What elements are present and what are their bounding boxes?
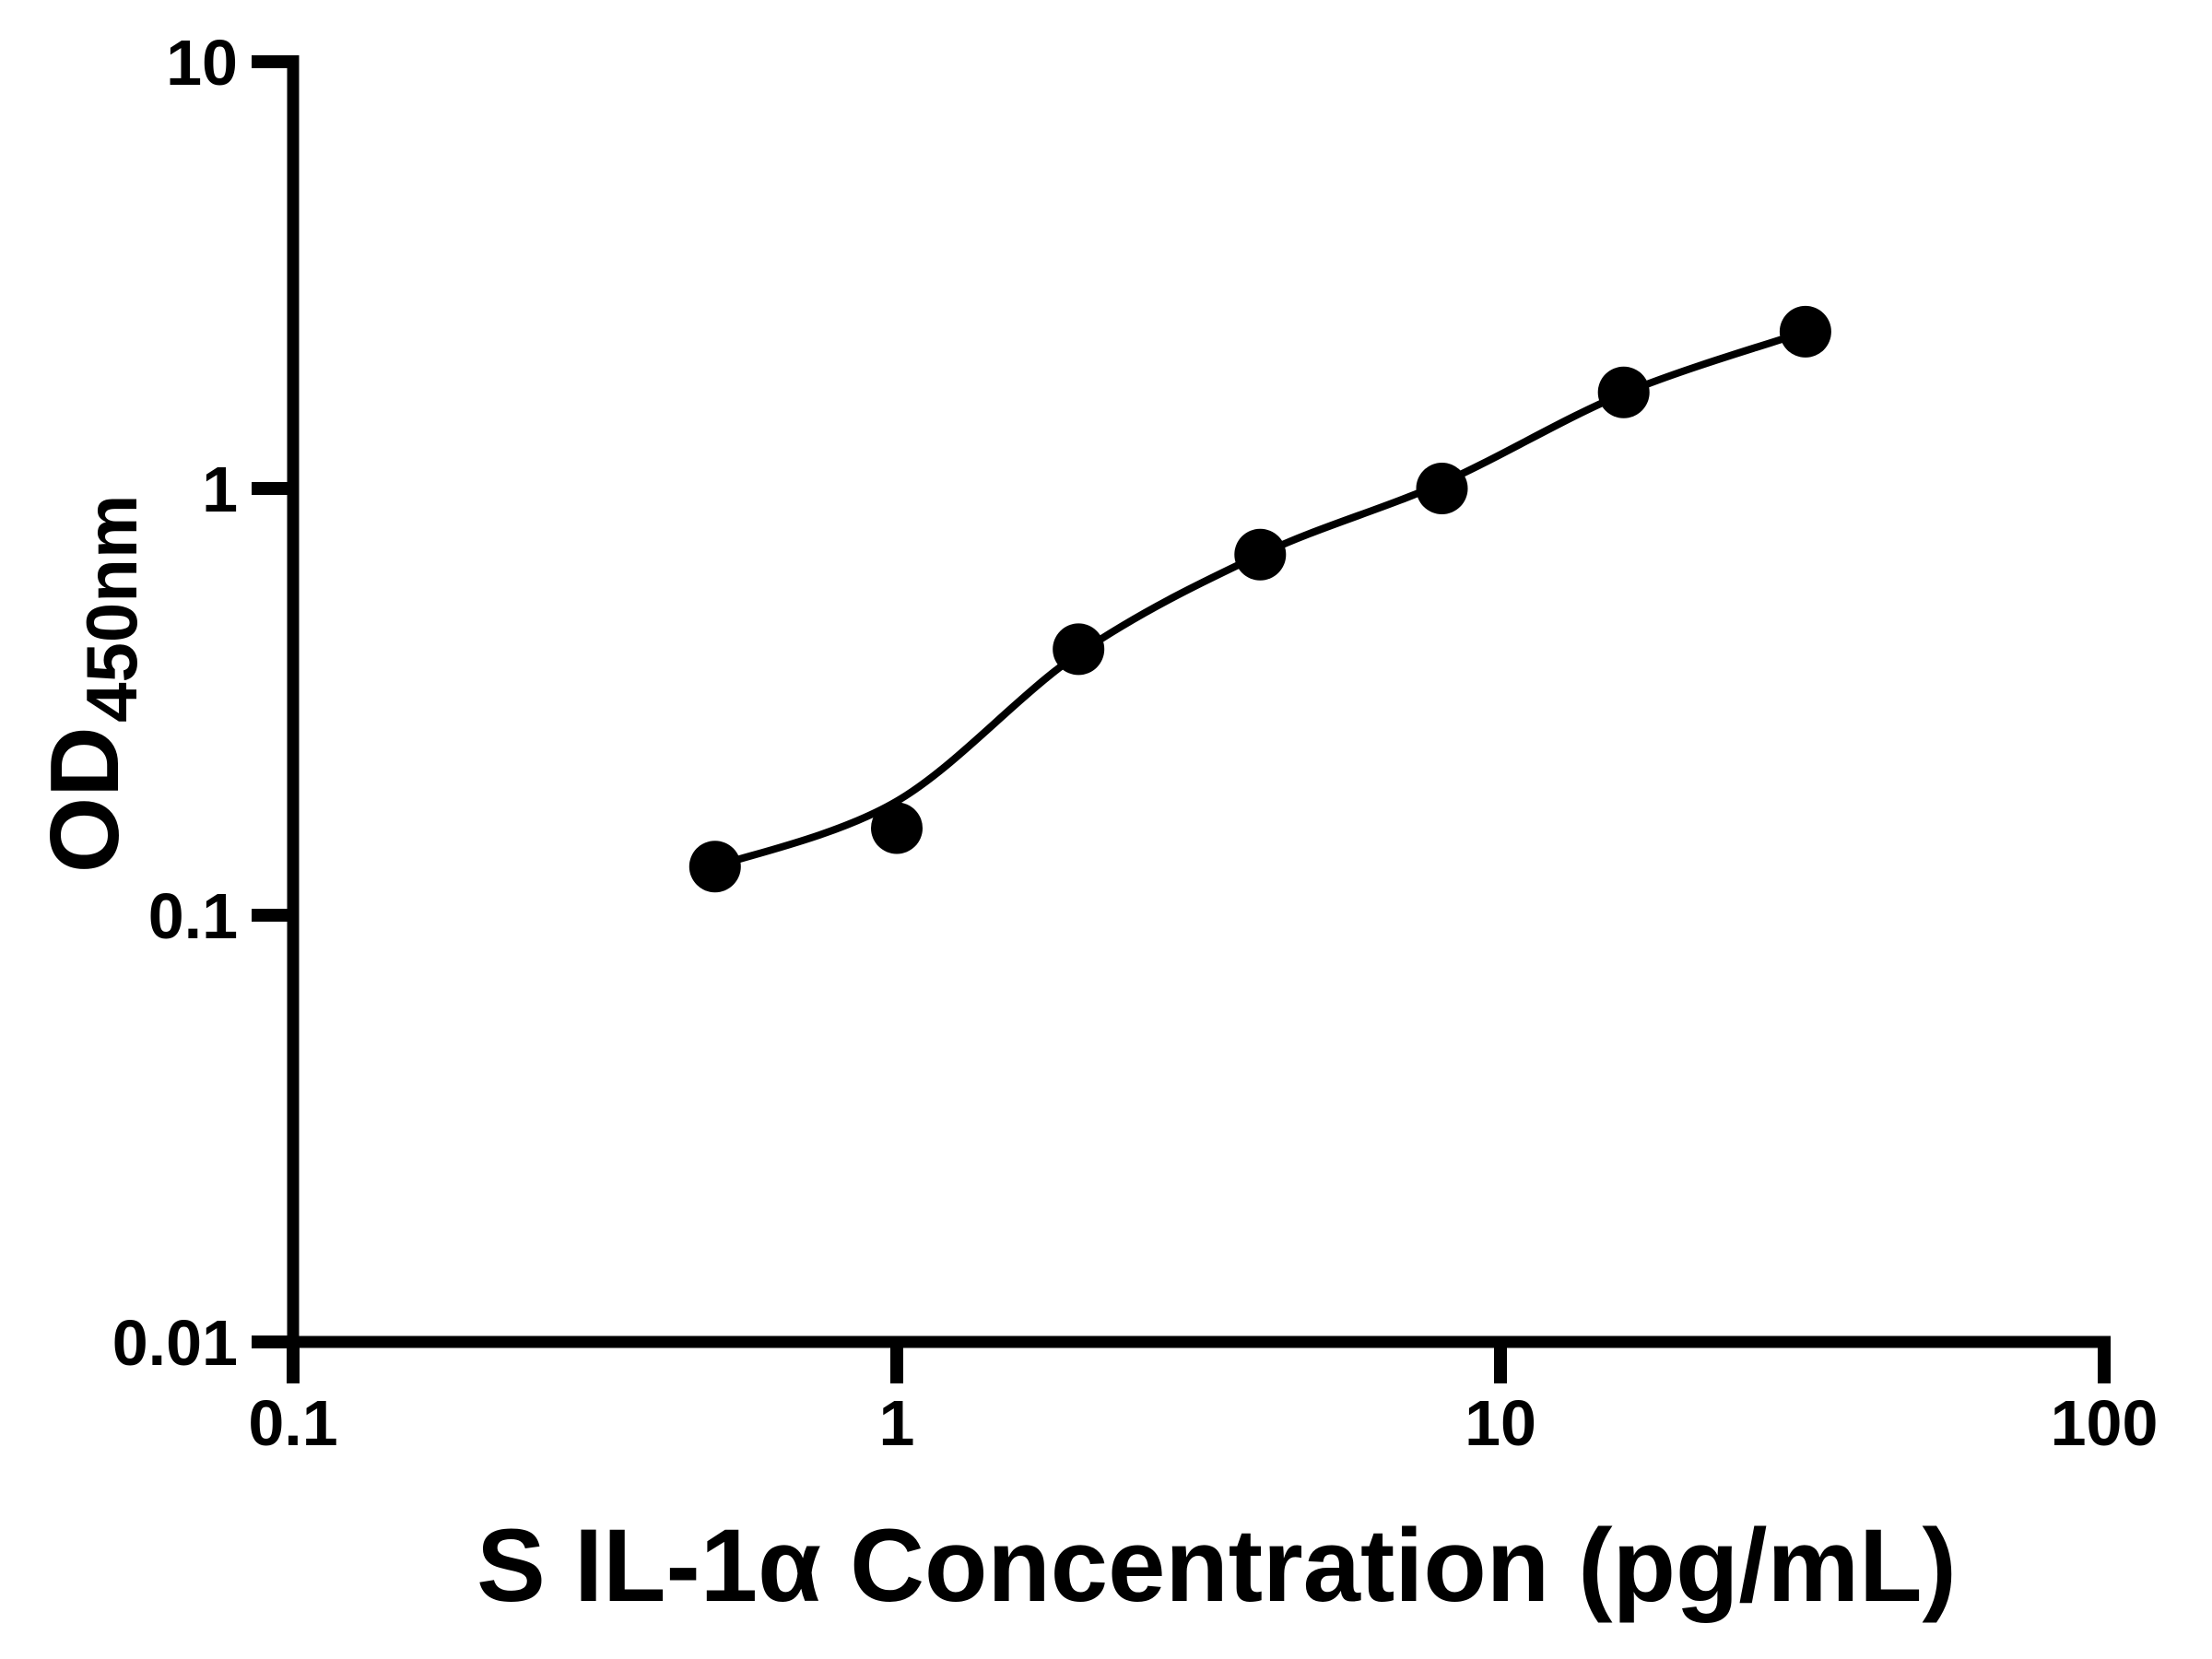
y-axis-title: OD 450nm — [30, 495, 152, 874]
x-tick-label: 1 — [879, 1387, 915, 1459]
x-tick-label: 100 — [2051, 1387, 2159, 1459]
x-axis-title: S IL-1α Concentration (pg/mL) — [477, 1508, 1957, 1623]
y-axis-title-subscript: 450nm — [71, 495, 152, 723]
x-tick-label: 0.1 — [248, 1387, 337, 1459]
y-axis-title-main: OD — [30, 726, 139, 873]
data-point-marker — [871, 802, 923, 854]
data-point-marker — [1416, 463, 1468, 514]
data-point-marker — [1234, 528, 1287, 581]
series-standard — [688, 305, 1831, 893]
y-tick-label: 1 — [202, 453, 238, 525]
data-point-marker — [1053, 623, 1105, 676]
y-tick-label: 0.1 — [148, 880, 238, 952]
fit-curve — [711, 327, 1809, 871]
x-tick-label: 10 — [1465, 1387, 1536, 1459]
data-point-marker — [1597, 366, 1650, 418]
data-point-marker — [688, 841, 741, 893]
y-tick-label: 0.01 — [112, 1307, 238, 1379]
data-point-marker — [1779, 305, 1831, 358]
y-tick-label: 10 — [166, 27, 238, 99]
